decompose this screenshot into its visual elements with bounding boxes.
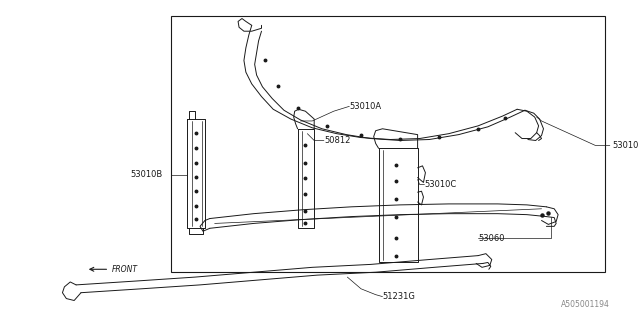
Bar xyxy=(171,16,605,272)
Text: A505001194: A505001194 xyxy=(561,300,610,309)
Text: 53010: 53010 xyxy=(612,141,639,150)
Text: FRONT: FRONT xyxy=(112,265,138,274)
Text: 53010A: 53010A xyxy=(349,102,381,111)
Text: 53010B: 53010B xyxy=(131,170,163,179)
Text: 53060: 53060 xyxy=(478,234,504,243)
Text: 53010C: 53010C xyxy=(424,180,457,189)
Text: 50812: 50812 xyxy=(324,136,350,145)
Text: 51231G: 51231G xyxy=(383,292,415,301)
